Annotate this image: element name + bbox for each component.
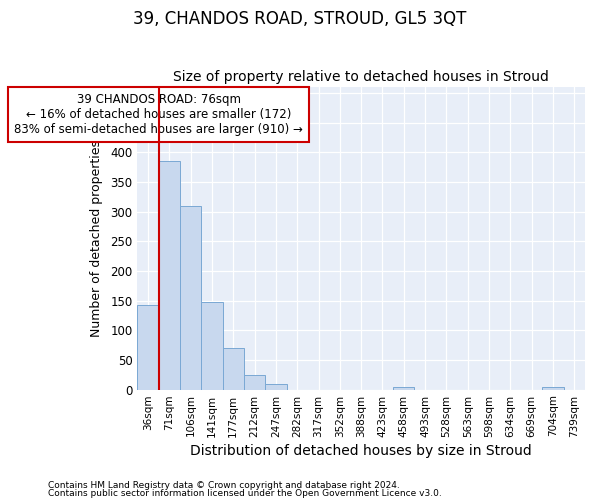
Text: 39, CHANDOS ROAD, STROUD, GL5 3QT: 39, CHANDOS ROAD, STROUD, GL5 3QT bbox=[133, 10, 467, 28]
Bar bbox=[542, 386, 563, 390]
Bar bbox=[223, 348, 244, 390]
Bar bbox=[244, 374, 265, 390]
Text: Contains HM Land Registry data © Crown copyright and database right 2024.: Contains HM Land Registry data © Crown c… bbox=[48, 481, 400, 490]
Y-axis label: Number of detached properties: Number of detached properties bbox=[90, 140, 103, 337]
Bar bbox=[158, 161, 180, 390]
Bar bbox=[137, 304, 158, 390]
Bar bbox=[393, 386, 415, 390]
Bar bbox=[180, 206, 201, 390]
X-axis label: Distribution of detached houses by size in Stroud: Distribution of detached houses by size … bbox=[190, 444, 532, 458]
Text: Contains public sector information licensed under the Open Government Licence v3: Contains public sector information licen… bbox=[48, 488, 442, 498]
Text: 39 CHANDOS ROAD: 76sqm
← 16% of detached houses are smaller (172)
83% of semi-de: 39 CHANDOS ROAD: 76sqm ← 16% of detached… bbox=[14, 93, 303, 136]
Bar bbox=[265, 384, 287, 390]
Title: Size of property relative to detached houses in Stroud: Size of property relative to detached ho… bbox=[173, 70, 549, 85]
Bar bbox=[201, 302, 223, 390]
